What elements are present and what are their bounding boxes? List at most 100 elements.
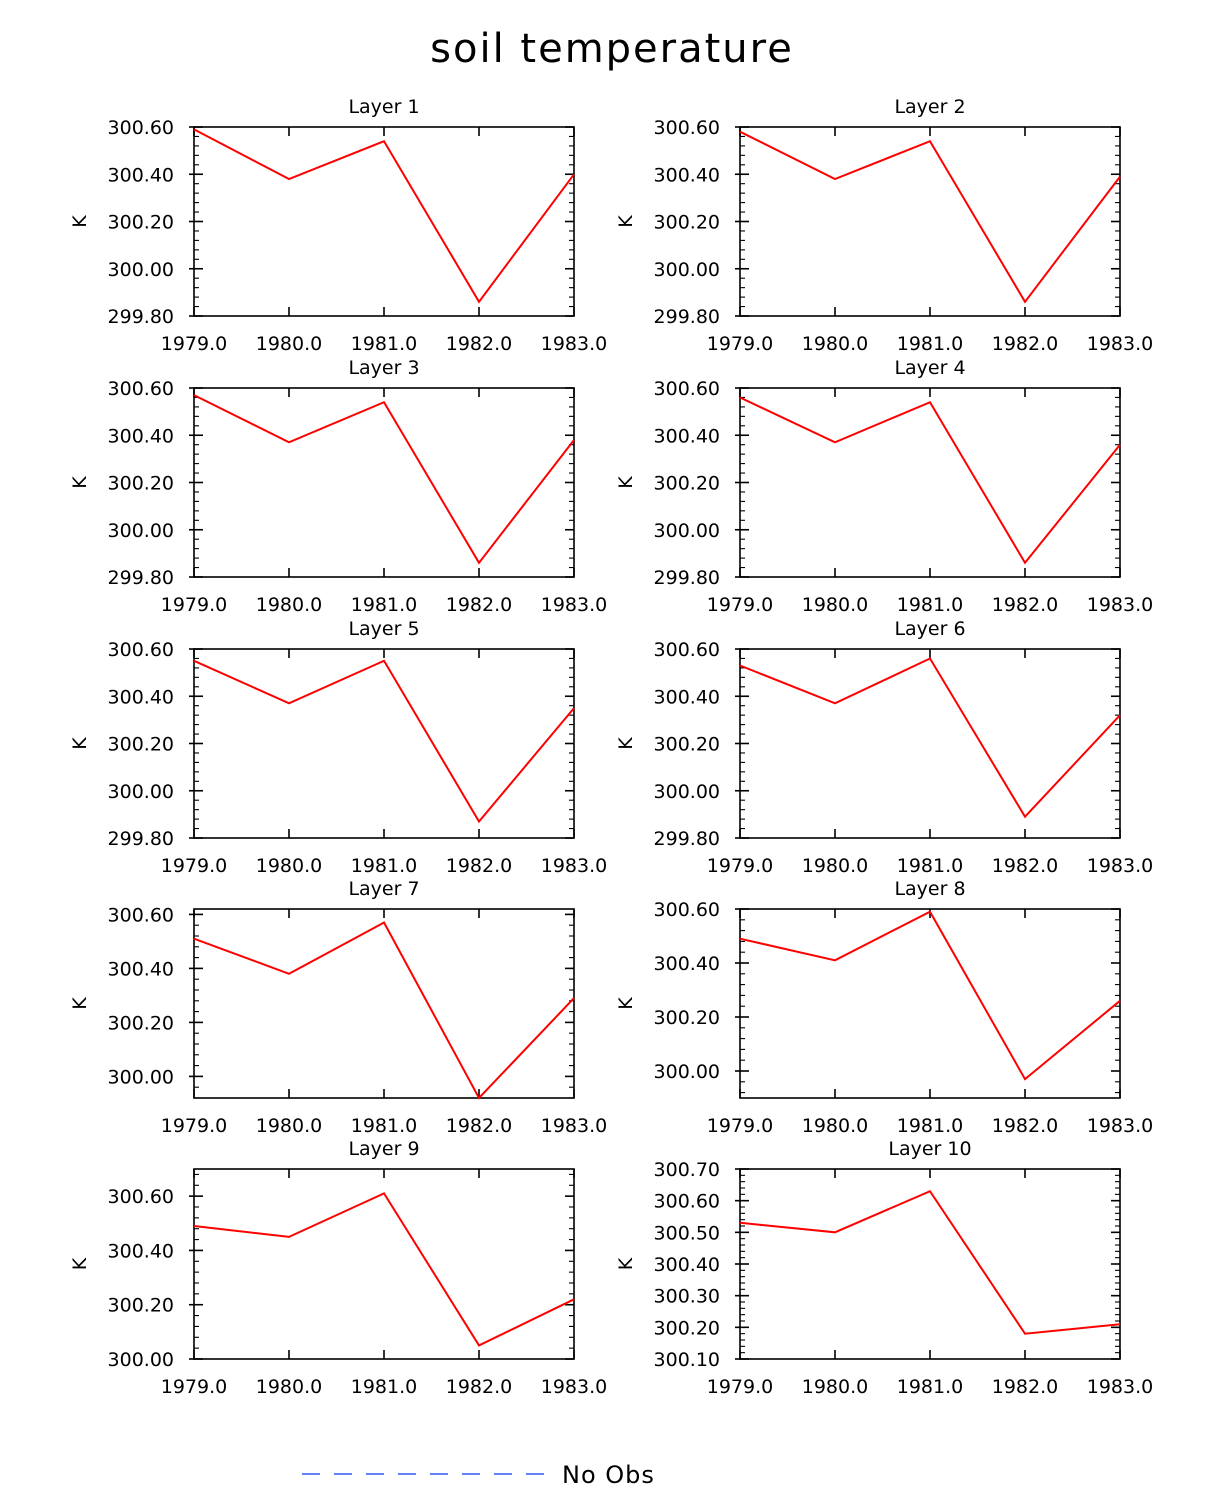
y-axis-label: K — [69, 215, 91, 228]
y-axis-label: K — [69, 997, 91, 1010]
series-line-layer-4 — [739, 396, 1121, 565]
x-tick-label: 1982.0 — [446, 333, 512, 355]
panel-layer-1: Layer 1 1979.0 1980.0 1981.0 1982.0 1983.0 299… — [69, 96, 607, 355]
y-tick-label: 300.40 — [654, 686, 720, 708]
x-tick-label: 1983.0 — [541, 1115, 607, 1137]
x-tick-label: 1980.0 — [802, 1376, 868, 1398]
x-tick-label: 1980.0 — [256, 1115, 322, 1137]
panel-title: Layer 3 — [348, 357, 419, 379]
figure-title: soil temperature — [430, 26, 794, 72]
plot-frame — [193, 908, 575, 1099]
x-tick-label: 1981.0 — [351, 333, 417, 355]
plot-frame — [739, 908, 1121, 1099]
x-tick-label: 1981.0 — [351, 1115, 417, 1137]
y-tick-label: 300.00 — [108, 1349, 174, 1371]
x-tick-label: 1980.0 — [802, 855, 868, 877]
y-tick-label: 300.40 — [108, 164, 174, 186]
series-line-layer-6 — [739, 657, 1121, 819]
y-tick-label: 300.60 — [654, 378, 720, 400]
x-tick-label: 1981.0 — [897, 855, 963, 877]
y-tick-label: 300.40 — [108, 686, 174, 708]
x-tick-label: 1982.0 — [992, 333, 1058, 355]
plot-frame — [193, 1168, 575, 1360]
plot-frame — [739, 387, 1121, 578]
y-tick-label: 300.20 — [654, 1317, 720, 1339]
y-tick-label: 300.60 — [654, 639, 720, 661]
y-tick-label: 300.00 — [654, 1061, 720, 1083]
y-axis-label: K — [615, 1257, 637, 1270]
plot-frame — [739, 126, 1121, 317]
x-tick-label: 1983.0 — [541, 1376, 607, 1398]
x-tick-label: 1982.0 — [446, 1376, 512, 1398]
series-line-layer-1 — [193, 128, 575, 304]
y-tick-label: 300.40 — [654, 953, 720, 975]
plot-frame — [739, 648, 1121, 839]
y-tick-label: 300.20 — [108, 1295, 174, 1317]
series-line-layer-7 — [193, 921, 575, 1100]
x-tick-label: 1980.0 — [802, 1115, 868, 1137]
y-axis-label: K — [615, 997, 637, 1010]
plot-frame — [193, 387, 575, 578]
panel-title: Layer 7 — [348, 878, 419, 900]
legend: No Obs — [302, 1461, 655, 1485]
panel-title: Layer 5 — [348, 618, 419, 640]
y-tick-label: 300.40 — [108, 1240, 174, 1262]
x-tick-label: 1979.0 — [161, 1376, 227, 1398]
y-axis-label: K — [615, 215, 637, 228]
panel-layer-3: Layer 3 1979.0 1980.0 1981.0 1982.0 1983.0 299… — [69, 357, 607, 616]
plot-frame — [193, 126, 575, 317]
x-tick-label: 1982.0 — [992, 1115, 1058, 1137]
y-tick-label: 300.60 — [654, 1191, 720, 1213]
y-tick-label: 300.60 — [108, 1186, 174, 1208]
y-tick-label: 300.40 — [654, 425, 720, 447]
panels-grid: Layer 1 1979.0 1980.0 1981.0 1982.0 1983.0 299… — [69, 96, 1153, 1398]
y-tick-label: 300.20 — [654, 734, 720, 756]
x-tick-label: 1982.0 — [992, 594, 1058, 616]
y-tick-label: 300.40 — [108, 958, 174, 980]
y-tick-label: 299.80 — [654, 828, 720, 850]
x-tick-label: 1980.0 — [256, 855, 322, 877]
series-line-layer-8 — [739, 910, 1121, 1081]
x-tick-label: 1980.0 — [256, 594, 322, 616]
legend-label-no-obs: No Obs — [562, 1461, 655, 1485]
x-tick-label: 1981.0 — [897, 1376, 963, 1398]
panel-title: Layer 2 — [894, 96, 965, 118]
y-axis-label: K — [615, 737, 637, 750]
x-tick-label: 1979.0 — [161, 855, 227, 877]
series-line-layer-5 — [193, 659, 575, 824]
y-tick-label: 300.50 — [654, 1222, 720, 1244]
y-tick-label: 300.00 — [654, 520, 720, 542]
panel-title: Layer 8 — [894, 878, 965, 900]
panel-layer-2: Layer 2 1979.0 1980.0 1981.0 1982.0 1983.0 299… — [615, 96, 1153, 355]
y-axis-label: K — [69, 737, 91, 750]
x-tick-label: 1981.0 — [897, 1115, 963, 1137]
x-tick-label: 1983.0 — [1087, 594, 1153, 616]
panel-title: Layer 1 — [348, 96, 419, 118]
x-tick-label: 1981.0 — [351, 594, 417, 616]
y-tick-label: 300.20 — [654, 212, 720, 234]
series-line-layer-10 — [739, 1189, 1121, 1335]
x-tick-label: 1979.0 — [707, 333, 773, 355]
y-tick-label: 300.60 — [108, 904, 174, 926]
y-tick-label: 299.80 — [108, 306, 174, 328]
panel-layer-8: Layer 8 1979.0 1980.0 1981.0 1982.0 1983.0 300… — [615, 878, 1153, 1137]
x-tick-label: 1979.0 — [161, 594, 227, 616]
x-tick-label: 1981.0 — [351, 855, 417, 877]
y-tick-label: 300.00 — [108, 259, 174, 281]
x-tick-label: 1979.0 — [707, 594, 773, 616]
y-tick-label: 300.00 — [108, 1066, 174, 1088]
y-axis-label: K — [69, 1257, 91, 1270]
y-axis-label: K — [615, 476, 637, 489]
y-tick-label: 300.60 — [108, 117, 174, 139]
y-tick-label: 299.80 — [108, 828, 174, 850]
plot-frame — [193, 648, 575, 839]
y-tick-label: 300.30 — [654, 1286, 720, 1308]
y-tick-label: 300.20 — [108, 734, 174, 756]
x-tick-label: 1980.0 — [256, 333, 322, 355]
y-tick-label: 300.60 — [108, 639, 174, 661]
panel-layer-4: Layer 4 1979.0 1980.0 1981.0 1982.0 1983.0 299… — [615, 357, 1153, 616]
x-tick-label: 1979.0 — [161, 1115, 227, 1137]
y-tick-label: 300.20 — [108, 1012, 174, 1034]
y-tick-label: 300.20 — [108, 212, 174, 234]
x-tick-label: 1982.0 — [446, 855, 512, 877]
